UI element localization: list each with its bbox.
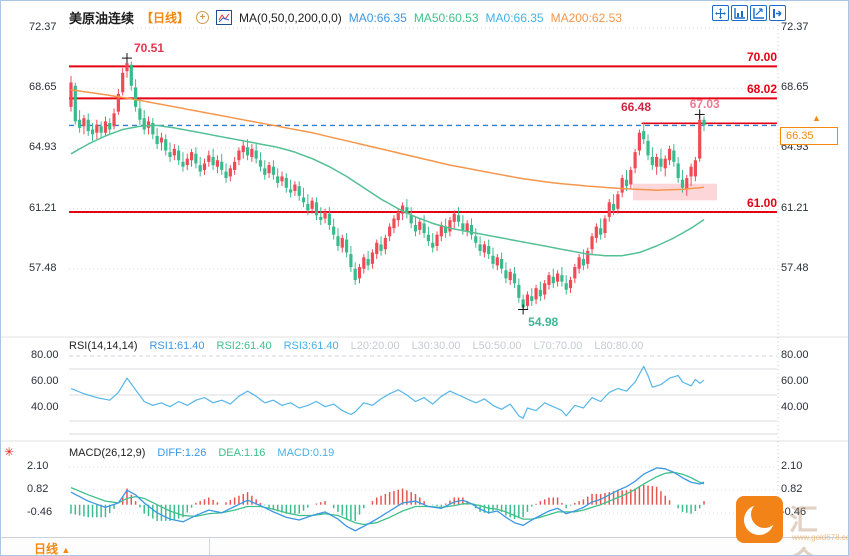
- chart-toolbar: [712, 5, 786, 21]
- ma-value-1: MA50:60.53: [413, 10, 479, 25]
- go-to-latest-icon[interactable]: [769, 5, 786, 21]
- bottom-bar: [1, 537, 848, 555]
- zoom-x-axis-icon[interactable]: [750, 5, 767, 21]
- watermark-brand: 汇金网: [789, 505, 821, 555]
- macd-dea-value: DEA:1.16: [218, 447, 266, 459]
- huijin-logo-icon: [736, 496, 783, 543]
- watermark-url: www.gold678.com: [792, 533, 848, 542]
- rsi-level-l70: L70:70.00: [533, 340, 583, 352]
- rsi-value-3: RSI3:61.40: [283, 340, 339, 352]
- rsi-value-2: RSI2:61.40: [216, 340, 272, 352]
- rsi-value-1: RSI1:61.40: [149, 340, 205, 352]
- rsi-name: RSI(14,14,14): [69, 340, 138, 352]
- macd-header: MACD(26,12,9) DIFF:1.26 DEA:1.16 MACD:0.…: [69, 447, 334, 459]
- chart-header: 美原油连续 【日线】 + MA(0,50,0,200,0,0) MA0:66.3…: [69, 8, 622, 27]
- pan-tool-icon[interactable]: [712, 5, 729, 21]
- period-tab[interactable]: 日线 ▲: [34, 540, 71, 556]
- rsi-level-l50: L50:50.00: [472, 340, 522, 352]
- indicator-settings-icon[interactable]: ✳: [4, 445, 15, 459]
- ma-value-3: MA200:62.53: [550, 10, 622, 25]
- macd-name: MACD(26,12,9): [69, 447, 146, 459]
- period-tab-cell: [1, 537, 210, 555]
- price-up-arrow-icon: ▲: [812, 113, 821, 123]
- macd-hist-value: MACD:0.19: [277, 447, 335, 459]
- rsi-level-l20: L20:20.00: [350, 340, 400, 352]
- chevron-up-icon: ▲: [61, 545, 71, 555]
- symbol-name: 美原油连续: [69, 11, 135, 26]
- circle-plus-icon[interactable]: +: [196, 11, 210, 24]
- ma-value-0: MA0:66.35: [348, 10, 407, 25]
- period-tag[interactable]: 【日线】: [141, 11, 190, 25]
- rsi-header: RSI(14,14,14) RSI1:61.40 RSI2:61.40 RSI3…: [69, 340, 643, 352]
- zoom-y-axis-icon[interactable]: [731, 5, 748, 21]
- current-price-tag: 66.35: [780, 127, 838, 145]
- ma-settings: MA(0,50,0,200,0,0): [239, 10, 342, 25]
- rsi-level-l80: L80:80.00: [594, 340, 644, 352]
- macd-diff-value: DIFF:1.26: [157, 447, 207, 459]
- period-tab-label: 日线: [34, 542, 59, 556]
- ma-value-2: MA0:66.35: [485, 10, 544, 25]
- rsi-level-l30: L30:30.00: [411, 340, 461, 352]
- mini-chart-icon[interactable]: [216, 10, 233, 25]
- watermark: 汇金网 www.gold678.com: [736, 495, 848, 555]
